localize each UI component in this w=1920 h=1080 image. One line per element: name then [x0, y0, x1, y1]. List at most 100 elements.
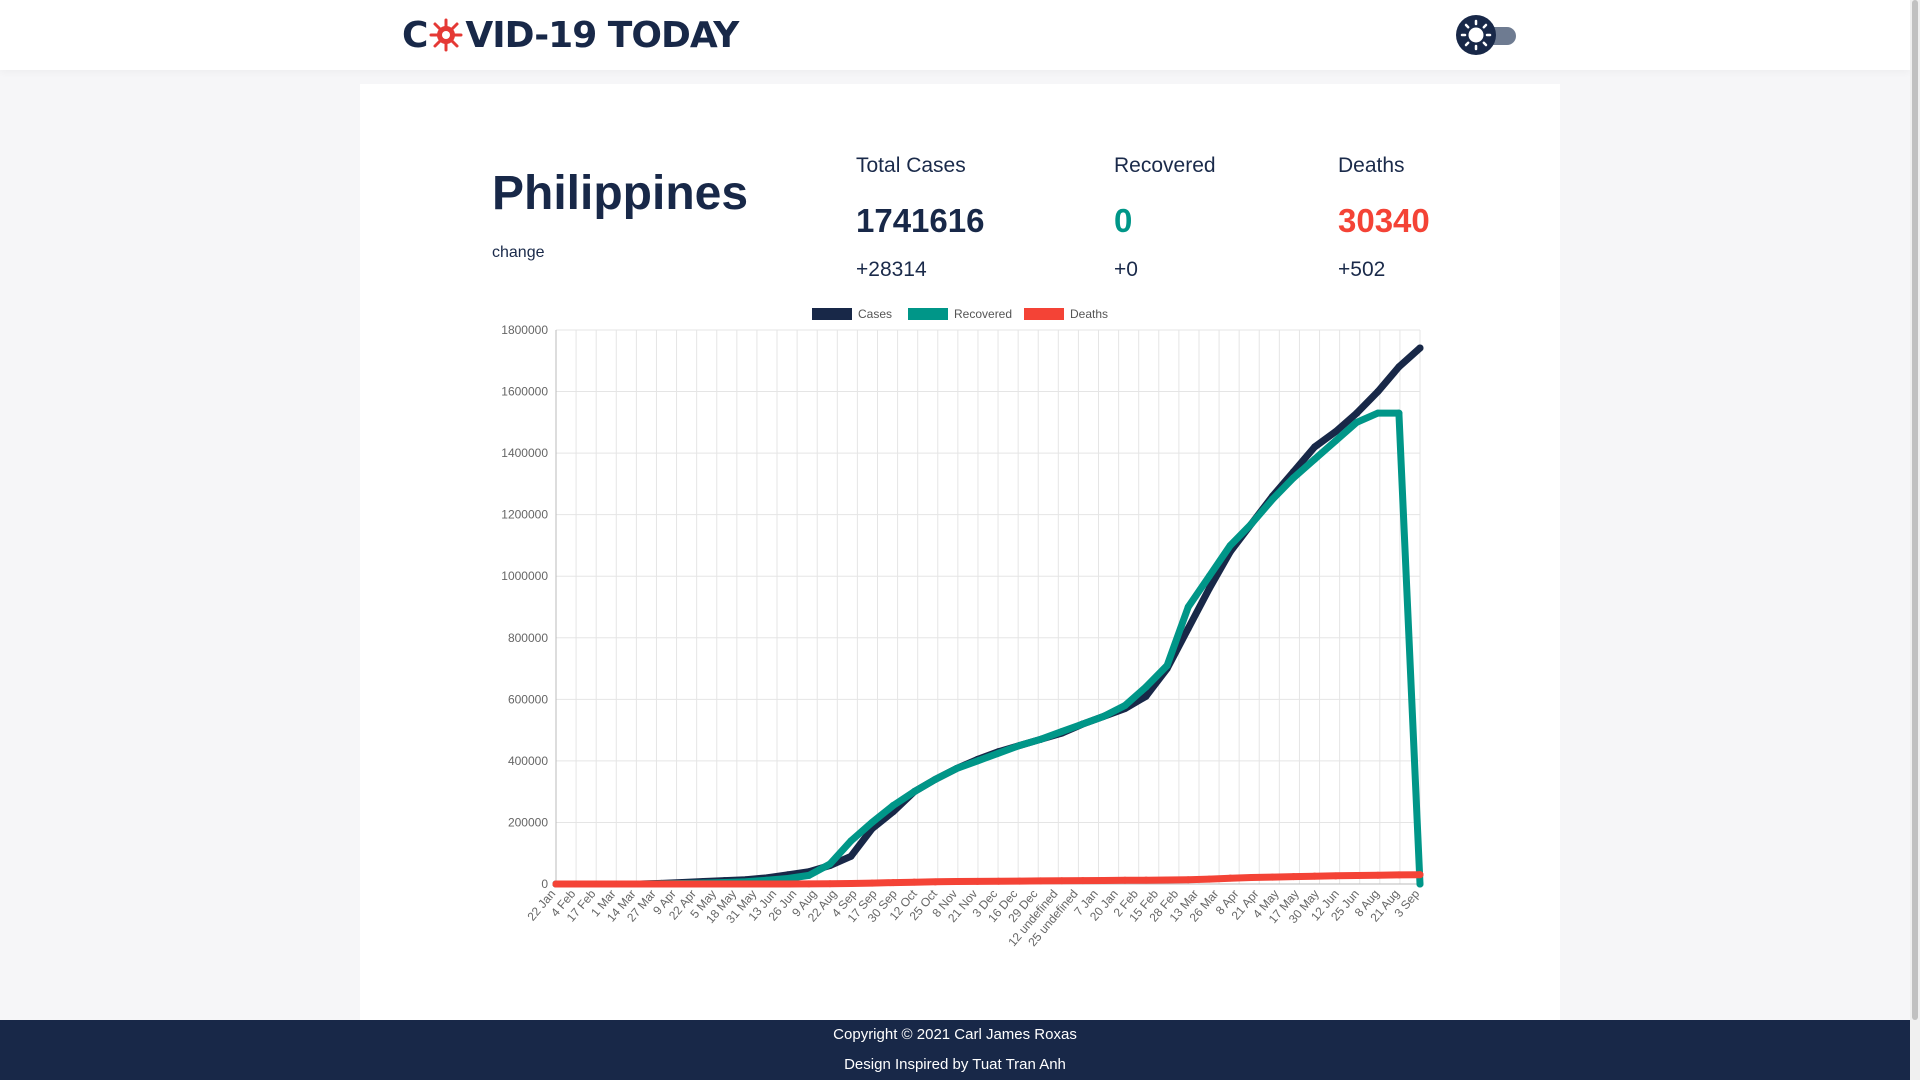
data-point-deaths [1037, 877, 1045, 885]
data-point-deaths [573, 880, 581, 888]
data-point-cases [1416, 344, 1424, 352]
page-footer: Copyright © 2021 Carl James Roxas Design… [0, 1020, 1910, 1080]
change-country-link[interactable]: change [492, 244, 545, 261]
data-point-deaths [889, 879, 897, 887]
data-point-deaths [1079, 877, 1087, 885]
data-point-deaths [1416, 871, 1424, 879]
data-point-deaths [615, 880, 623, 888]
data-point-deaths [742, 880, 750, 888]
data-point-recovered [1374, 409, 1382, 417]
top-navbar: C VID-19 TODAY [0, 0, 1910, 70]
data-point-cases [1353, 409, 1361, 417]
recovered-value: 0 [1114, 202, 1133, 239]
data-point-deaths [1290, 873, 1298, 881]
data-point-recovered [1037, 735, 1045, 743]
data-point-deaths [826, 880, 834, 888]
data-point-deaths [1184, 876, 1192, 884]
data-point-recovered [1079, 720, 1087, 728]
data-point-recovered [1058, 728, 1066, 736]
footer-copyright: Copyright © 2021 Carl James Roxas [833, 1026, 1077, 1043]
data-point-recovered [910, 788, 918, 796]
y-tick-label: 1000000 [501, 569, 548, 583]
data-point-deaths [784, 880, 792, 888]
footer-credit: Design Inspired by Tuat Tran Anh [844, 1056, 1066, 1073]
data-point-cases [1184, 625, 1192, 633]
data-point-deaths [1100, 876, 1108, 884]
data-point-recovered [868, 818, 876, 826]
covid-line-chart[interactable]: 0 200000 400000 600000 800000 1000000 1200000 1… [360, 84, 1560, 1020]
data-point-deaths [1311, 872, 1319, 880]
data-point-recovered [1395, 409, 1403, 417]
page-scrollbar[interactable] [1910, 0, 1920, 1080]
data-point-recovered [952, 765, 960, 773]
data-point-cases [1395, 363, 1403, 371]
data-point-deaths [1121, 876, 1129, 884]
y-tick-label: 600000 [508, 692, 548, 706]
series-line-recovered [552, 409, 1424, 888]
stat-deaths: Deaths 30340 +502 [1338, 154, 1430, 282]
data-point-recovered [1016, 742, 1024, 749]
data-point-deaths [678, 880, 686, 888]
y-tick-label: 1800000 [501, 323, 548, 337]
logo-text-suffix: VID-19 TODAY [465, 14, 739, 56]
country-name: Philippines [492, 167, 749, 220]
data-point-recovered [1290, 474, 1298, 482]
toggle-knob [1456, 15, 1496, 55]
data-point-deaths [763, 880, 771, 888]
data-point-deaths [910, 878, 918, 886]
data-point-recovered [1268, 495, 1276, 503]
data-point-deaths [1058, 877, 1066, 885]
app-logo[interactable]: C VID-19 TODAY [402, 12, 739, 58]
y-tick-label: 1400000 [501, 446, 548, 460]
series-line-cases [552, 344, 1424, 888]
data-point-deaths [847, 880, 855, 888]
data-point-recovered [1205, 572, 1213, 580]
data-point-deaths [594, 880, 602, 888]
data-point-deaths [995, 877, 1003, 885]
data-point-deaths [1332, 872, 1340, 880]
stat-recovered: Recovered 0 +0 [1114, 154, 1216, 282]
data-point-recovered [847, 837, 855, 845]
data-point-deaths [973, 877, 981, 885]
data-point-deaths [1142, 876, 1150, 884]
data-point-recovered [805, 871, 813, 879]
sun-icon [1460, 19, 1492, 51]
data-point-cases [1142, 692, 1150, 700]
legend-swatch-cases [812, 308, 852, 320]
data-point-recovered [1121, 701, 1129, 709]
data-point-deaths [1395, 871, 1403, 879]
data-point-recovered [1163, 661, 1171, 669]
data-point-deaths [1353, 872, 1361, 880]
y-tick-label: 0 [541, 877, 548, 891]
data-point-deaths [636, 880, 644, 888]
scrollbar-thumb[interactable] [1912, 0, 1918, 1020]
y-tick-label: 1200000 [501, 508, 548, 522]
data-point-deaths [931, 878, 939, 886]
data-point-cases [1205, 585, 1213, 593]
data-point-recovered [1100, 712, 1108, 720]
stat-total-cases: Total Cases 1741616 +28314 [856, 154, 984, 282]
legend-label-recovered: Recovered [954, 307, 1012, 321]
theme-toggle[interactable] [1456, 13, 1520, 57]
logo-text-prefix: C [402, 14, 428, 56]
data-point-recovered [1247, 520, 1255, 528]
virus-icon [429, 18, 463, 52]
data-point-recovered [931, 775, 939, 783]
data-point-deaths [552, 880, 560, 888]
y-tick-label: 1600000 [501, 385, 548, 399]
data-point-deaths [805, 880, 813, 888]
data-point-recovered [1142, 683, 1150, 691]
series-line-deaths [552, 871, 1424, 888]
data-point-deaths [657, 880, 665, 888]
data-point-recovered [1311, 455, 1319, 463]
country-summary-card: Philippines change Total Cases 1741616 +… [360, 84, 1560, 1020]
recovered-delta: +0 [1114, 258, 1138, 281]
legend-label-cases: Cases [858, 307, 892, 321]
data-point-deaths [721, 880, 729, 888]
data-point-recovered [784, 874, 792, 882]
deaths-value: 30340 [1338, 202, 1430, 239]
legend-swatch-recovered [908, 308, 948, 320]
cases-label: Total Cases [856, 154, 966, 177]
deaths-label: Deaths [1338, 154, 1405, 177]
cases-delta: +28314 [856, 258, 927, 281]
